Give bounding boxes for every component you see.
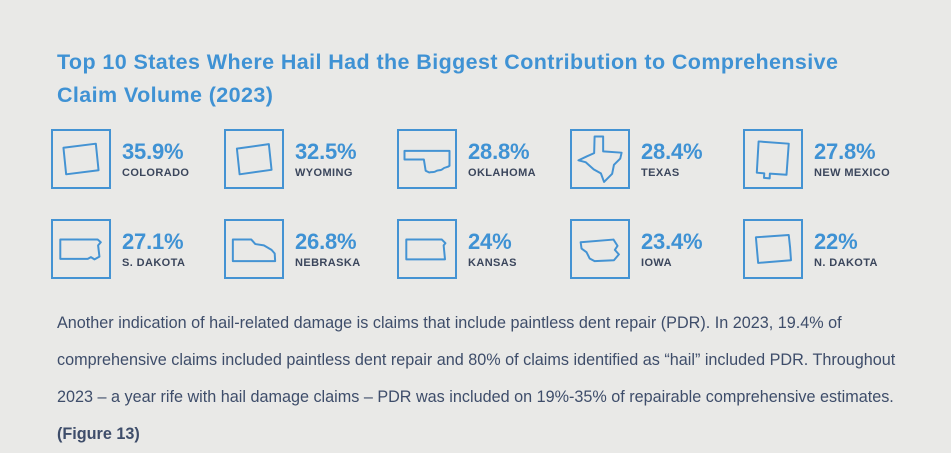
state-percent: 28.8%: [468, 138, 530, 164]
state-name: S. DAKOTA: [122, 256, 186, 269]
page-title: Top 10 States Where Hail Had the Biggest…: [0, 0, 951, 112]
texas-outline-icon: [577, 135, 623, 183]
state-card-oklahoma: 28.8% OKLAHOMA: [397, 129, 570, 189]
state-card-wyoming: 32.5% WYOMING: [224, 129, 397, 189]
state-name: TEXAS: [641, 166, 680, 179]
state-percent: 27.1%: [122, 228, 184, 254]
south-dakota-outline-icon: [59, 238, 102, 261]
new-mexico-outline-icon: [755, 140, 790, 180]
state-percent: 24%: [468, 228, 512, 254]
wyoming-outline-icon: [235, 143, 273, 176]
page-title-line1: Top 10 States Where Hail Had the Biggest…: [57, 50, 839, 74]
iowa-outline-icon: [579, 238, 620, 263]
north-dakota-outline-icon: [754, 234, 792, 264]
state-card-kansas: 24% KANSAS: [397, 219, 570, 279]
colorado-outline-icon: [62, 142, 100, 176]
state-name: NEW MEXICO: [814, 166, 891, 179]
state-percent: 35.9%: [122, 138, 184, 164]
figure-reference: (Figure 13): [57, 425, 140, 443]
state-percent: 32.5%: [295, 138, 357, 164]
state-box: [51, 219, 111, 279]
state-box: [224, 129, 284, 189]
kansas-outline-icon: [405, 238, 447, 261]
state-name: IOWA: [641, 256, 672, 269]
state-box: [397, 129, 457, 189]
body-paragraph-text: Another indication of hail-related damag…: [57, 314, 896, 406]
state-card-nebraska: 26.8% NEBRASKA: [224, 219, 397, 279]
state-percent: 27.8%: [814, 138, 876, 164]
state-card-north-dakota: 22% N. DAKOTA: [743, 219, 916, 279]
state-name: WYOMING: [295, 166, 353, 179]
state-box: [743, 219, 803, 279]
state-box: [570, 129, 630, 189]
state-box: [51, 129, 111, 189]
state-name: KANSAS: [468, 256, 517, 269]
infographic-page: Top 10 States Where Hail Had the Biggest…: [0, 0, 951, 443]
state-name: COLORADO: [122, 166, 190, 179]
state-box: [397, 219, 457, 279]
page-title-line2: Claim Volume (2023): [57, 83, 274, 107]
state-percent: 28.4%: [641, 138, 703, 164]
state-name: OKLAHOMA: [468, 166, 536, 179]
state-card-colorado: 35.9% COLORADO: [51, 129, 224, 189]
nebraska-outline-icon: [231, 238, 277, 263]
state-percent: 22%: [814, 228, 858, 254]
state-box: [570, 219, 630, 279]
states-grid: 35.9% COLORADO 32.5% WYOMING 28.: [51, 129, 951, 279]
state-card-texas: 28.4% TEXAS: [570, 129, 743, 189]
state-percent: 23.4%: [641, 228, 703, 254]
state-percent: 26.8%: [295, 228, 357, 254]
state-name: N. DAKOTA: [814, 256, 878, 269]
state-card-south-dakota: 27.1% S. DAKOTA: [51, 219, 224, 279]
state-card-new-mexico: 27.8% NEW MEXICO: [743, 129, 916, 189]
state-name: NEBRASKA: [295, 256, 361, 269]
oklahoma-outline-icon: [403, 149, 451, 174]
state-box: [743, 129, 803, 189]
state-card-iowa: 23.4% IOWA: [570, 219, 743, 279]
body-paragraph: Another indication of hail-related damag…: [57, 305, 919, 453]
state-box: [224, 219, 284, 279]
